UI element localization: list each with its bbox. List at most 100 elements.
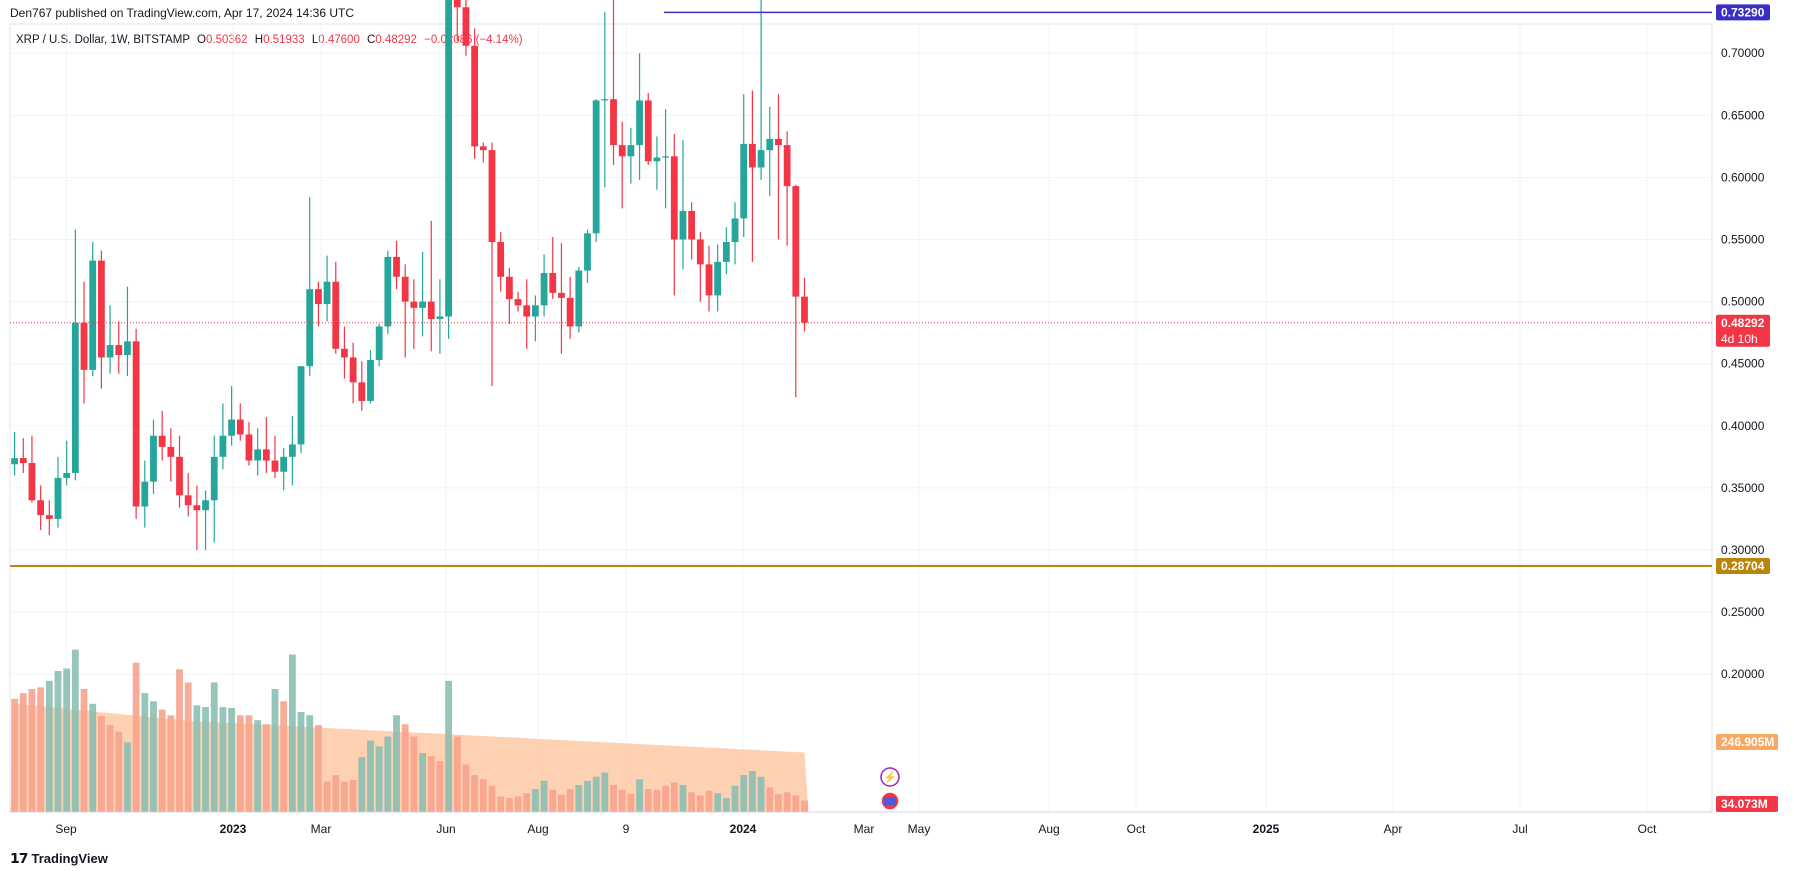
candle-body xyxy=(262,449,270,461)
candle-body xyxy=(141,481,149,507)
tradingview-brand[interactable]: 𝟭𝟳 TradingView xyxy=(10,850,108,867)
volume-bar xyxy=(419,752,426,812)
candle-body xyxy=(158,435,166,447)
brand-label: TradingView xyxy=(31,851,108,866)
candle-body xyxy=(245,434,253,461)
candle-body xyxy=(566,297,574,327)
volume-bar xyxy=(358,757,366,812)
candle-body xyxy=(184,495,192,506)
volume-bar xyxy=(766,787,774,812)
volume-value-label-bg xyxy=(1716,796,1778,812)
volume-bar xyxy=(341,781,348,812)
candle-body xyxy=(575,270,583,327)
candle-body xyxy=(393,256,400,277)
low-value: 0.47600 xyxy=(318,34,360,46)
tradingview-logo-icon: 𝟭𝟳 xyxy=(10,850,29,866)
candle-body xyxy=(497,241,505,277)
us-flag-icon xyxy=(880,791,900,811)
candle-body xyxy=(618,145,626,157)
high-label: H xyxy=(254,34,264,46)
volume-bar xyxy=(124,742,131,812)
open-value: 0.50362 xyxy=(205,34,248,46)
price-axis: 0.800000.750000.700000.650000.600000.550… xyxy=(1721,46,1765,681)
flash-icon-glyph: ⚡ xyxy=(883,771,897,784)
volume-bar xyxy=(202,707,209,812)
candle-body xyxy=(228,419,235,436)
candle-body xyxy=(427,301,435,319)
volume-bar xyxy=(740,775,748,812)
volume-bar xyxy=(558,794,565,812)
candle-body xyxy=(349,357,357,383)
candle-body xyxy=(722,241,730,262)
candle-body xyxy=(584,233,591,271)
candle-body xyxy=(254,449,262,461)
candle-body xyxy=(132,341,140,507)
volume-bar xyxy=(11,698,18,812)
x-tick-label: 2025 xyxy=(1253,822,1280,836)
candle-body xyxy=(63,472,71,478)
volume-bar xyxy=(471,775,479,812)
x-tick-label: Jun xyxy=(436,822,455,836)
resistance-price-label-bg xyxy=(1716,4,1770,21)
volume-bar xyxy=(384,736,392,812)
candle-body xyxy=(367,359,374,401)
volume-bar xyxy=(219,707,227,812)
volume-bar xyxy=(584,780,591,812)
candle-body xyxy=(783,145,791,187)
volume-bar xyxy=(158,709,166,812)
candle-body xyxy=(45,515,53,519)
candle-body xyxy=(115,345,123,355)
volume-bar xyxy=(375,746,383,812)
candle-body xyxy=(106,345,114,358)
candle-body xyxy=(558,292,565,298)
candle-body xyxy=(271,460,279,472)
candle-body xyxy=(523,305,531,317)
y-tick-label: 0.50000 xyxy=(1721,295,1765,309)
candle-body xyxy=(679,210,687,240)
volume-bar xyxy=(575,784,583,812)
volume-bar xyxy=(80,689,88,812)
plot-frame xyxy=(9,23,1713,813)
volume-bar xyxy=(176,669,183,812)
volume-bar xyxy=(89,703,97,812)
volume-bar xyxy=(54,670,62,812)
volume-bar xyxy=(514,796,522,812)
horizontal-lines xyxy=(10,11,1712,568)
volume-bar xyxy=(210,682,218,812)
volume-bar xyxy=(427,756,435,812)
volume-bar xyxy=(262,724,270,812)
volume-bar xyxy=(332,775,340,812)
candle-body xyxy=(124,341,131,355)
volume-bar xyxy=(722,798,730,812)
candle-body xyxy=(410,301,418,308)
volume-bar xyxy=(601,772,609,812)
volume-bar xyxy=(367,740,374,812)
volume-bar xyxy=(662,785,669,812)
volume-bar xyxy=(627,793,635,812)
y-tick-label: 0.20000 xyxy=(1721,667,1765,681)
x-tick-label: Jul xyxy=(1512,822,1527,836)
volume-ma-area xyxy=(10,703,809,812)
high-value: 0.51933 xyxy=(263,34,305,46)
volume-bar xyxy=(636,779,643,812)
candle-body xyxy=(549,273,557,293)
candle-body xyxy=(757,150,765,168)
candle-body xyxy=(688,210,696,240)
volume-bar xyxy=(618,789,626,812)
candle-body xyxy=(150,435,157,482)
candle-body xyxy=(210,456,218,501)
candle-body xyxy=(401,276,409,302)
volume-bar xyxy=(714,793,722,812)
volume-bar xyxy=(705,790,713,812)
candle-body xyxy=(280,456,288,472)
candle-body xyxy=(662,156,669,158)
volume-bar xyxy=(71,649,79,812)
candle-body xyxy=(766,138,774,151)
candle-body xyxy=(714,261,722,296)
volume-bar xyxy=(45,680,53,812)
volume-ma-label-bg xyxy=(1716,734,1778,750)
volume-bar xyxy=(505,798,513,812)
volume-bar xyxy=(19,693,27,812)
y-tick-label: 0.70000 xyxy=(1721,46,1765,60)
